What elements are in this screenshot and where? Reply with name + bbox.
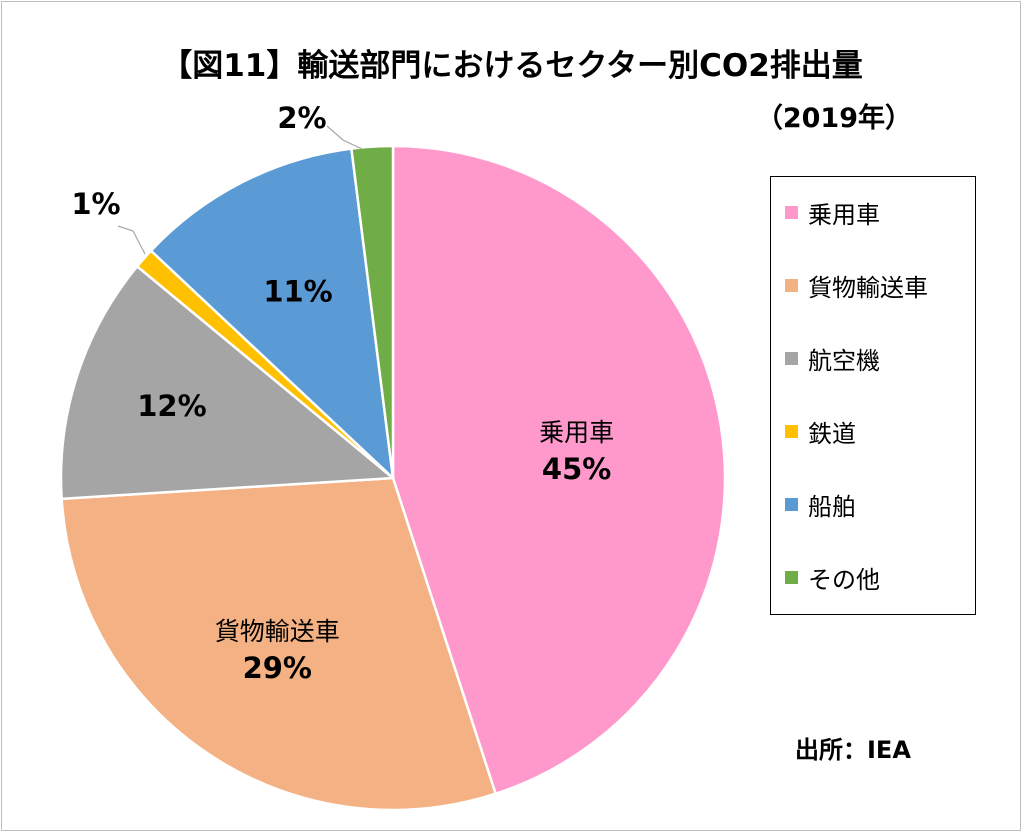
chart-title: 【図11】輸送部門におけるセクター別CO2排出量 (161, 48, 863, 84)
legend-item-passenger-car: 乗用車 (785, 197, 880, 229)
legend-item-railway: 鉄道 (785, 416, 856, 448)
leader-line (117, 225, 146, 255)
legend-swatch (785, 351, 798, 365)
pie-slice-freight-vehicle (60, 476, 497, 812)
legend-swatch (785, 424, 798, 438)
pie-slice-passenger-car (391, 144, 727, 795)
slice-percent-label: 45% (542, 452, 611, 486)
pie-slice-ship (149, 147, 395, 480)
legend-label: 鉄道 (808, 419, 856, 448)
chart-subtitle: （2019年） (755, 103, 912, 134)
legend-item-ship: 船舶 (785, 489, 856, 521)
slice-category-label: 貨物輸送車 (215, 617, 340, 646)
legend: 乗用車貨物輸送車航空機鉄道船舶その他 (770, 176, 976, 615)
legend-swatch (785, 278, 798, 292)
legend-item-freight-vehicle: 貨物輸送車 (785, 270, 928, 302)
slice-percent-label: 12% (137, 389, 206, 423)
slice-percent-label: 11% (263, 275, 332, 309)
legend-swatch (785, 497, 798, 511)
legend-swatch (785, 570, 798, 584)
legend-label: 貨物輸送車 (808, 273, 928, 302)
legend-item-aircraft: 航空機 (785, 343, 880, 375)
slice-percent-label: 29% (243, 651, 312, 685)
legend-label: 船舶 (808, 492, 856, 521)
slice-category-label: 乗用車 (539, 418, 614, 447)
pie-slice-other (350, 144, 395, 480)
legend-item-other: その他 (785, 562, 880, 594)
legend-label: 乗用車 (808, 200, 880, 229)
source-note: 出所：IEA (795, 736, 911, 764)
legend-swatch (785, 205, 798, 219)
legend-label: その他 (808, 565, 880, 594)
legend-label: 航空機 (808, 346, 880, 375)
slice-percent-label: 2% (277, 101, 326, 135)
slice-percent-label: 1% (71, 187, 120, 221)
pie-slice-aircraft (59, 265, 395, 501)
leader-line (326, 125, 363, 150)
